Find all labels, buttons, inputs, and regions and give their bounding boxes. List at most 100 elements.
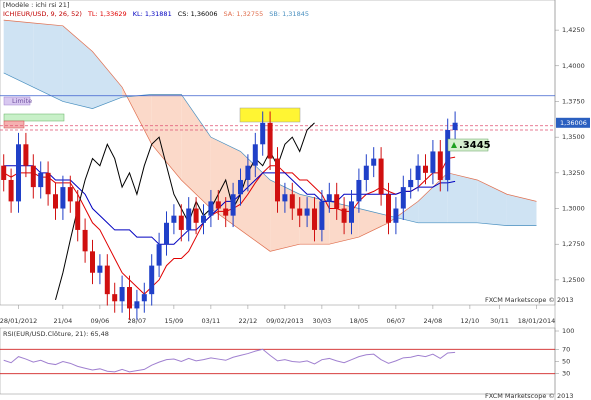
candle-body <box>349 201 354 223</box>
candle-body <box>104 265 110 295</box>
y-tick-label: 70 <box>562 345 570 353</box>
candle-body <box>363 165 369 180</box>
candle-body <box>119 287 125 302</box>
cloud-segment <box>62 25 93 109</box>
limit-label: Limite <box>12 97 32 105</box>
candle-body <box>252 144 258 166</box>
y-tick-label: 1,4000 <box>562 62 585 70</box>
candle-body <box>149 265 155 295</box>
legend-entry: KL: 1,31881 <box>133 10 172 18</box>
candle-body <box>134 301 140 309</box>
candle-body <box>8 179 14 202</box>
candle-body <box>141 294 147 302</box>
candle-body <box>415 165 421 180</box>
candle-body <box>90 251 95 273</box>
candle-body <box>238 179 243 195</box>
candle-body <box>112 294 118 302</box>
candle-body <box>23 144 29 166</box>
cloud-segment <box>151 94 182 180</box>
candle-body <box>208 201 214 216</box>
cloud-segment <box>181 94 211 209</box>
y-tick-label: 30 <box>562 370 570 378</box>
y-tick-label: 1,3250 <box>562 169 585 177</box>
x-tick-label: 28/07 <box>128 317 147 325</box>
candle-body <box>97 265 103 273</box>
candle-body <box>289 194 295 209</box>
candle-body <box>245 165 251 180</box>
x-tick-label: 12/10 <box>461 317 480 325</box>
candle-body <box>60 187 66 209</box>
stop-box <box>3 120 25 129</box>
candle-body <box>267 122 273 159</box>
price-label-box <box>556 117 590 128</box>
y-tick-label: 50 <box>562 358 570 366</box>
candle-body <box>16 144 21 202</box>
candle-body <box>38 172 44 188</box>
model-label: [Modèle : ichi rsi 21] <box>3 1 69 9</box>
cloud-segment <box>506 194 537 226</box>
candle-body <box>356 179 362 202</box>
x-tick-label: 09/06 <box>91 317 110 325</box>
cloud-segment <box>33 22 63 102</box>
x-tick-label: 30/11 <box>490 317 509 325</box>
watermark: FXCM Marketscope © 2013 <box>485 296 574 304</box>
candle-body <box>82 229 88 252</box>
legend-entry: SB: 1,31845 <box>269 10 309 18</box>
legend-entry: TL: 1,33629 <box>87 10 127 18</box>
candle-body <box>223 208 229 216</box>
legend-entry: ICH(EUR/USD, 9, 26, 52) <box>3 10 82 18</box>
x-tick-label: 18/01/2014 <box>518 317 555 325</box>
candle-body <box>297 208 303 216</box>
candle-body <box>30 165 36 188</box>
candle-body <box>334 194 340 209</box>
price-label: 1,36006 <box>560 119 587 127</box>
candle-body <box>75 201 81 230</box>
target-label: .3445 <box>459 140 491 151</box>
x-tick-label: 24/08 <box>424 317 443 325</box>
cloud-segment <box>358 208 389 238</box>
y-tick-label: 100 <box>562 327 574 335</box>
x-tick-label: 18/05 <box>350 317 369 325</box>
candle-body <box>400 187 406 209</box>
candle-body <box>437 151 443 180</box>
candle-body <box>171 215 177 223</box>
candle-body <box>378 158 384 195</box>
candle-body <box>430 151 436 173</box>
candle-body <box>319 201 325 230</box>
plot-layer: ICH(EUR/USD, 9, 26, 52) TL: 1,33629 KL: 1,… <box>0 10 590 400</box>
candle-body <box>156 244 162 266</box>
target-box <box>447 138 489 152</box>
limit-box <box>3 96 31 106</box>
candle-body <box>186 208 192 230</box>
candle-body <box>341 208 347 223</box>
candle-body <box>1 165 7 180</box>
legend-entry: SA: 1,32755 <box>224 10 264 18</box>
x-tick-label: 28/01/2012 <box>0 317 37 325</box>
target-arrow <box>451 142 457 149</box>
x-tick-label: 06/07 <box>387 317 406 325</box>
candle-body <box>408 179 414 188</box>
watermark: FXCM Marketscope © 2013 <box>485 392 574 400</box>
cloud-segment <box>92 51 123 109</box>
cloud-segment <box>477 179 507 226</box>
candle-body <box>127 287 132 309</box>
x-tick-label: 15/09 <box>165 317 184 325</box>
candle-body <box>326 194 332 202</box>
legend-entry: CS: 1,36006 <box>178 10 218 18</box>
cloud-edge <box>3 72 537 226</box>
cloud-segment <box>3 20 34 88</box>
entry-box <box>3 113 65 122</box>
y-tick-label: 1,4250 <box>562 26 585 34</box>
candle-body <box>386 194 391 223</box>
candle-body <box>67 187 73 202</box>
candle-body <box>312 208 317 230</box>
y-tick-label: 1,2500 <box>562 276 585 284</box>
x-tick-label: 21/04 <box>54 317 73 325</box>
candle-body <box>230 194 236 216</box>
candle-body <box>260 122 266 145</box>
rsi-line <box>3 348 456 373</box>
x-tick-label: 22/12 <box>239 317 258 325</box>
y-tick-label: 1,3000 <box>562 205 585 213</box>
candle-body <box>215 201 221 209</box>
